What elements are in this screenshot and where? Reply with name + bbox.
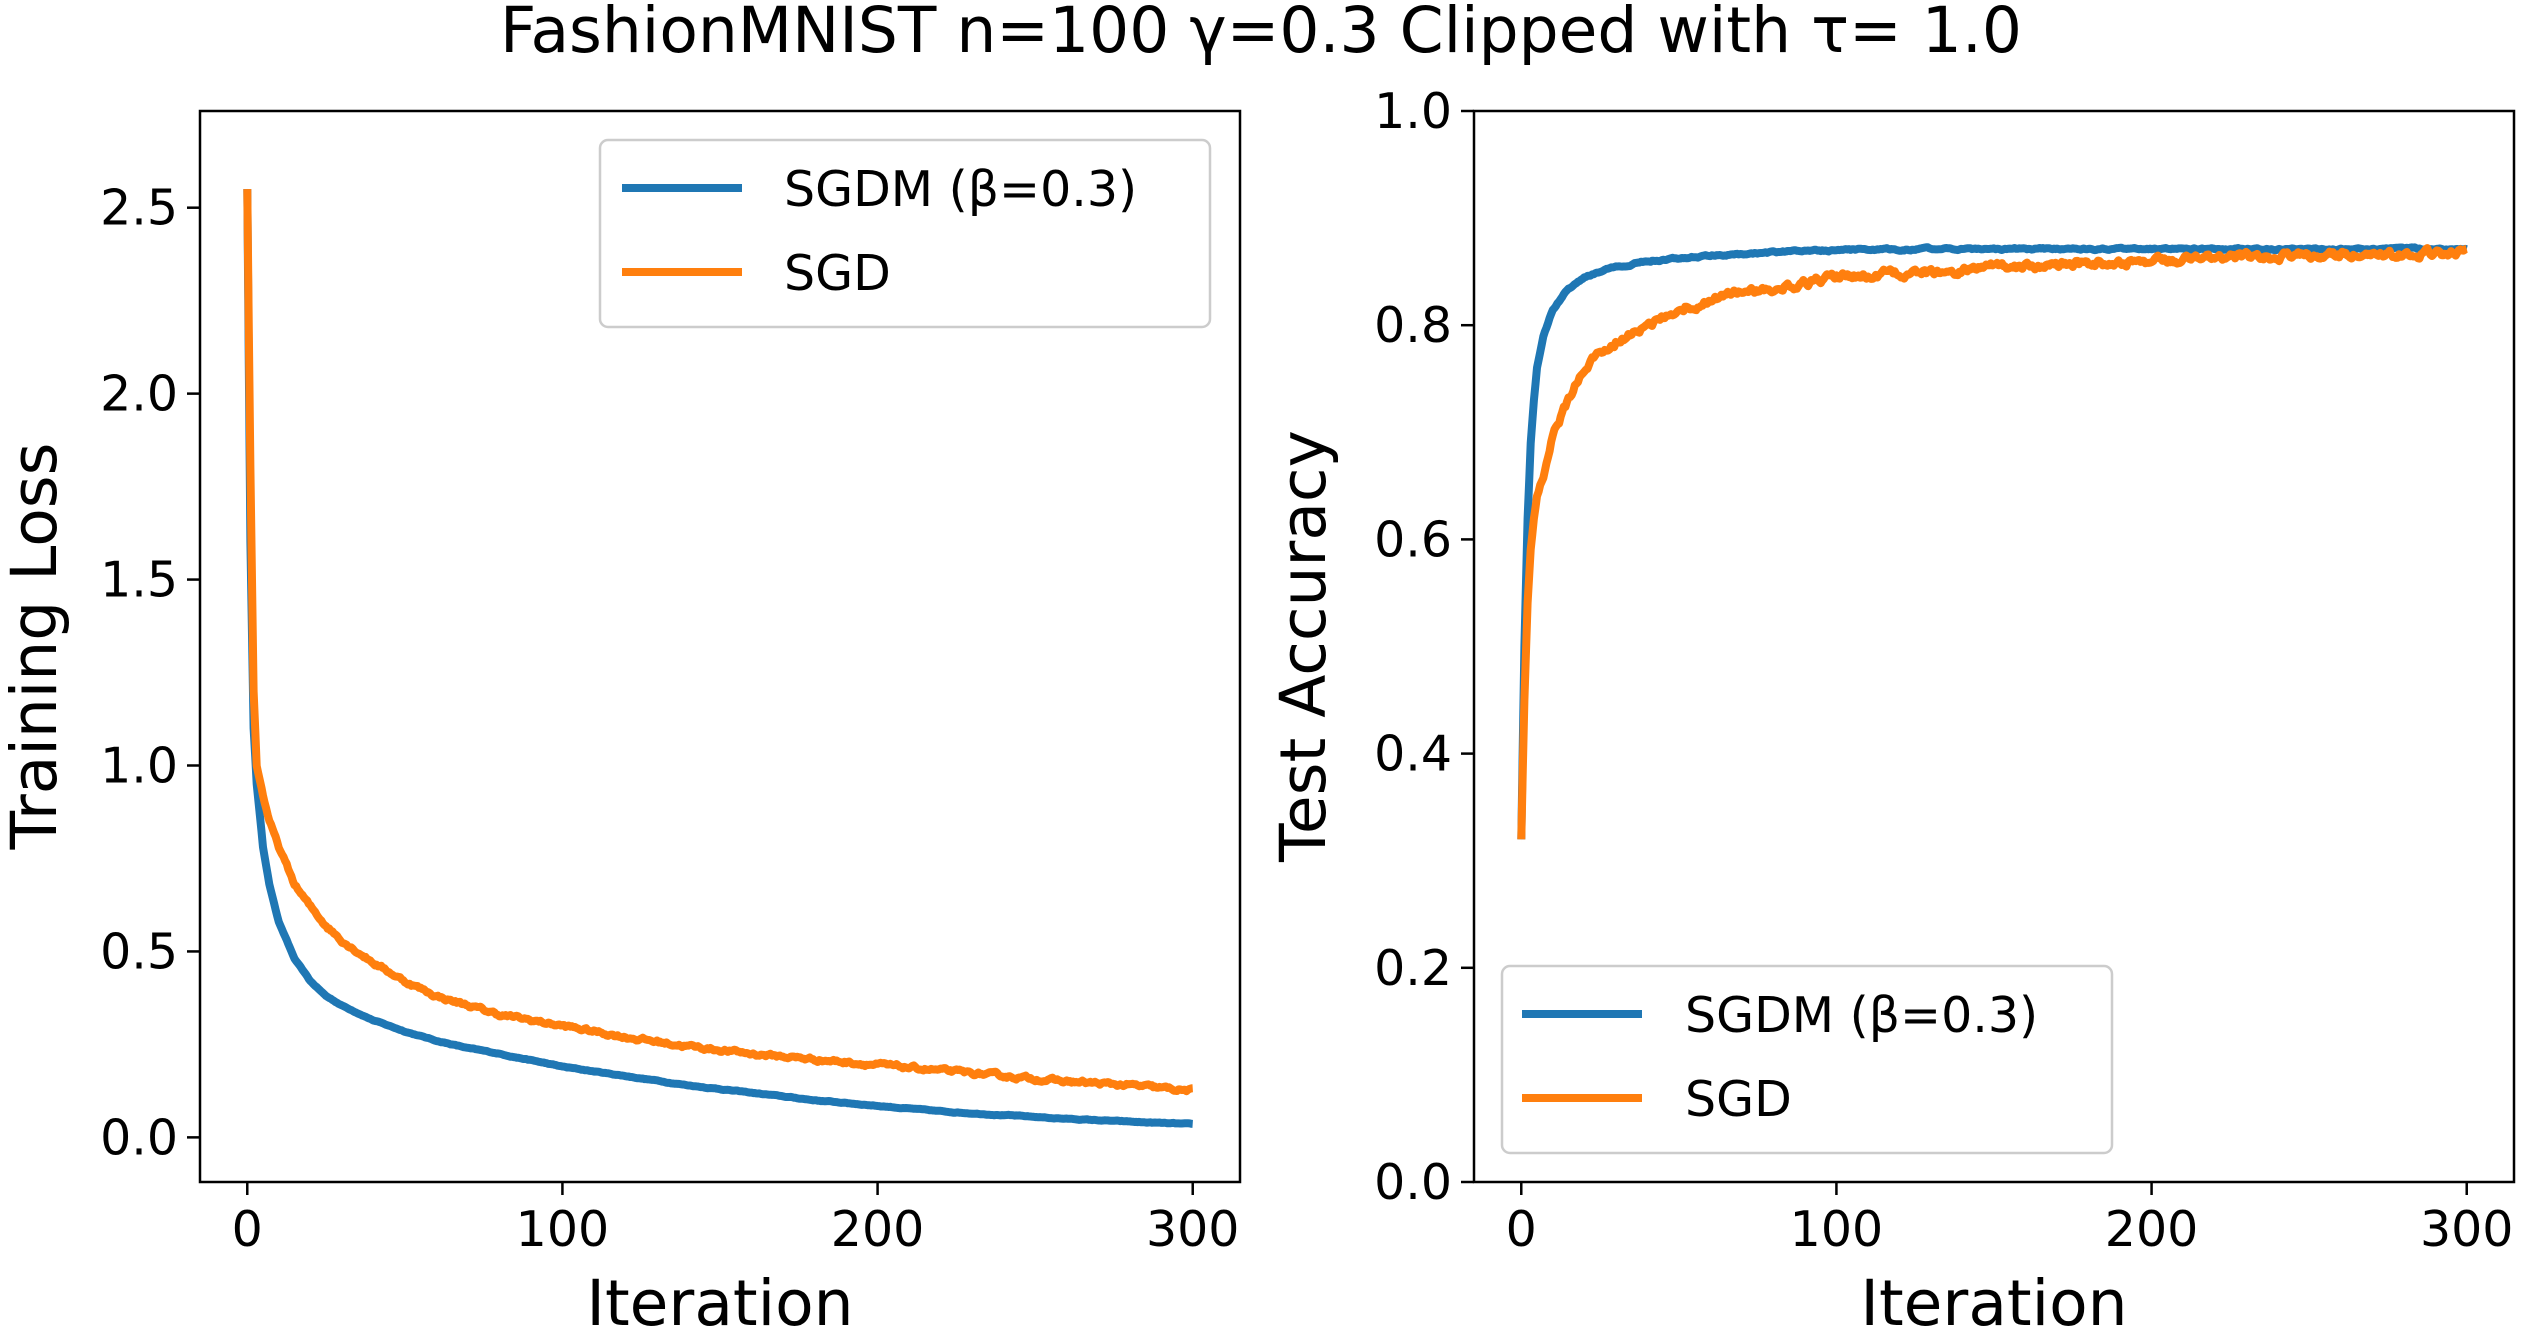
legend-box: [598, 138, 1212, 329]
series-line-sgd: [243, 189, 1196, 1096]
legend-box: [1500, 964, 2114, 1155]
x-tick-label: 0: [1506, 1201, 1537, 1258]
y-tick-label: 0.4: [1374, 726, 1452, 783]
y-tick-label: 0.8: [1374, 297, 1452, 354]
x-tick-label: 100: [1790, 1201, 1884, 1258]
test-accuracy-panel: 0 100 200 300 0.00.20.40.60.81.0 Iteration …: [1267, 83, 2516, 1340]
series-line-sgdm: [1517, 243, 2470, 840]
suptitle: FashionMNIST n=100 γ=0.3 Clipped with τ=…: [500, 0, 2022, 67]
legend-label-sgd: SGD: [784, 245, 891, 302]
x-tick-label: 200: [2105, 1201, 2199, 1258]
y-tick-label: 0.2: [1374, 940, 1452, 997]
x-tick-label: 0: [232, 1201, 263, 1258]
y-tick-label: 2.5: [100, 180, 178, 237]
legend-label-sgdm: SGDM (β=0.3): [784, 161, 1137, 218]
y-tick-label: 1.5: [100, 552, 178, 609]
x-tick-label: 300: [1146, 1201, 1240, 1258]
x-axis-label: Iteration: [1860, 1267, 2127, 1340]
y-axis-label: Training Loss: [0, 443, 71, 851]
x-tick-label: 100: [516, 1201, 610, 1258]
y-tick-label: 0.5: [100, 923, 178, 980]
legend: SGDM (β=0.3) SGD: [1500, 964, 2114, 1155]
training-loss-panel: 0 100 200 300 0.00.51.01.52.02.5 Iteration …: [0, 109, 1242, 1340]
legend-label-sgdm: SGDM (β=0.3): [1685, 987, 2038, 1044]
y-tick-label: 2.0: [100, 366, 178, 423]
x-axis-label: Iteration: [586, 1267, 853, 1340]
y-tick-label: 1.0: [1374, 83, 1452, 140]
x-tick-label: 300: [2420, 1201, 2514, 1258]
legend: SGDM (β=0.3) SGD: [598, 138, 1212, 329]
y-tick-label: 0.6: [1374, 511, 1452, 568]
series-line-sgdm: [243, 189, 1196, 1128]
x-tick-label: 200: [831, 1201, 925, 1258]
y-tick-label: 0.0: [1374, 1154, 1452, 1211]
y-tick-label: 0.0: [100, 1109, 178, 1166]
legend-label-sgd: SGD: [1685, 1071, 1792, 1128]
y-axis-label: Test Accuracy: [1267, 430, 1340, 863]
y-tick-label: 1.0: [100, 738, 178, 795]
series-line-sgd: [1517, 244, 2470, 840]
